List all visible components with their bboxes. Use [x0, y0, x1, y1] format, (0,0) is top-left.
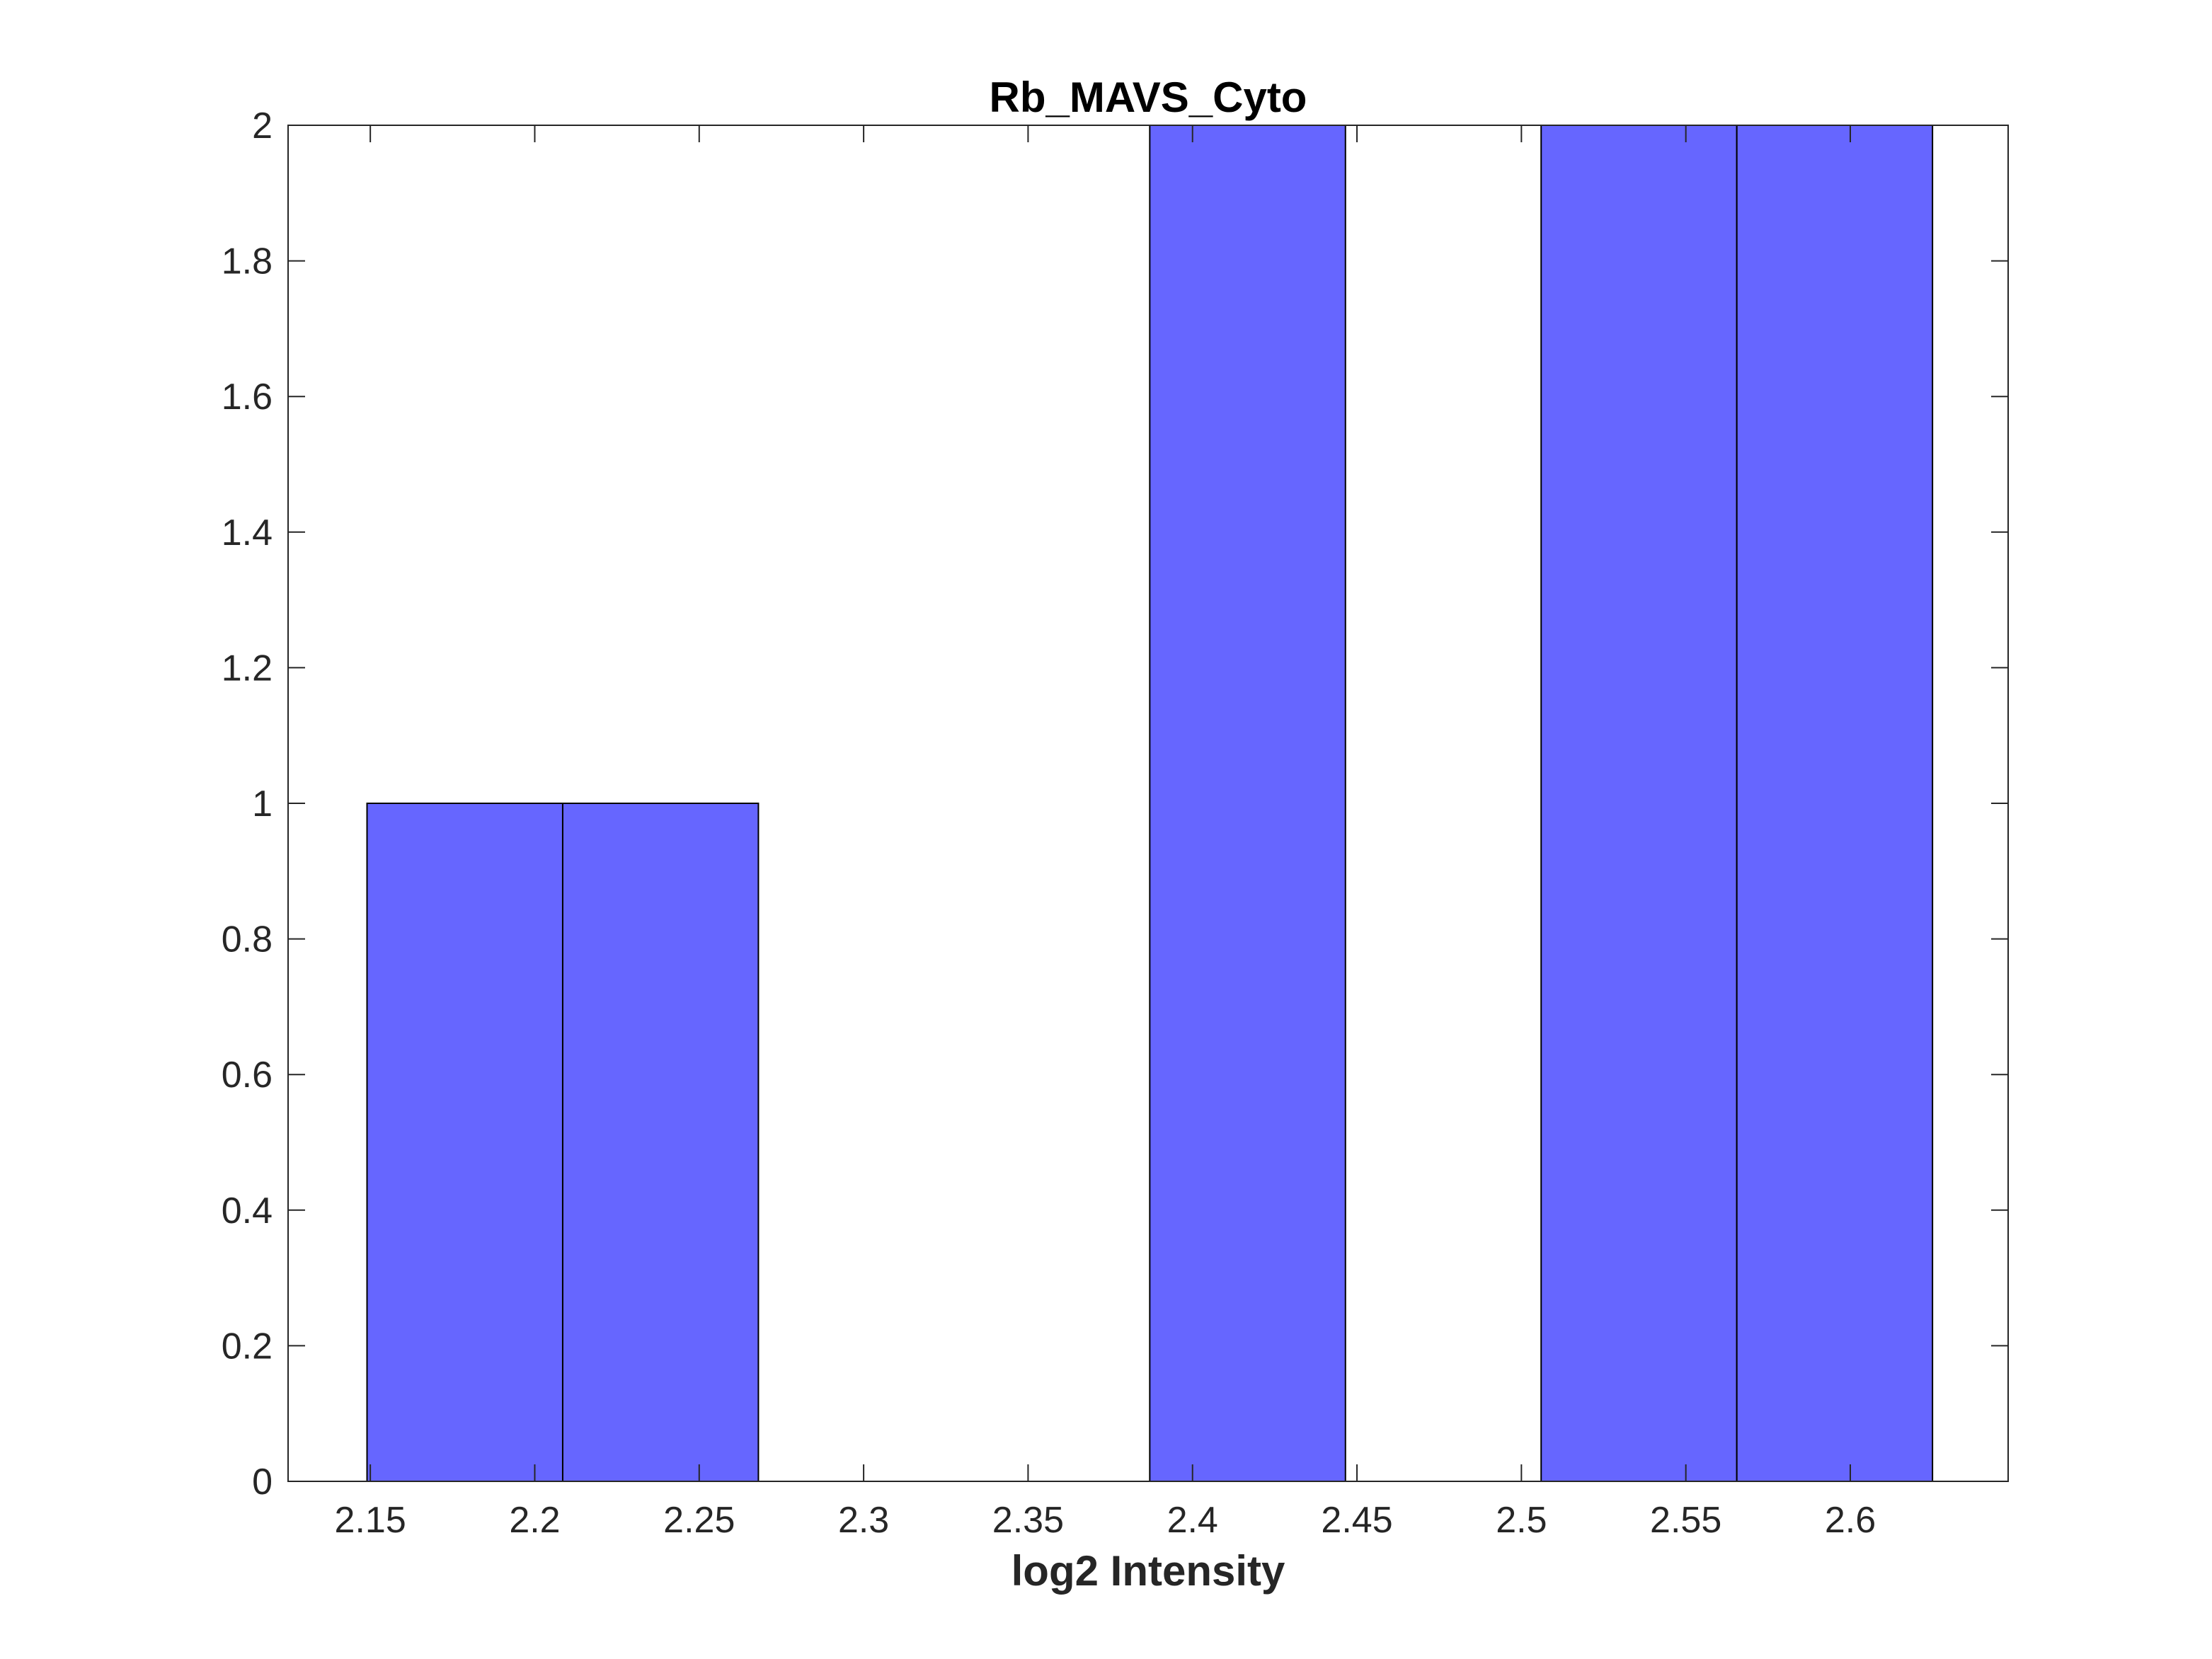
x-tick-label: 2.3 [838, 1500, 889, 1541]
y-tick-label: 1.4 [222, 512, 273, 553]
x-tick-label: 2.35 [992, 1500, 1064, 1541]
x-tick-label: 2.25 [663, 1500, 735, 1541]
histogram-bar [561, 803, 760, 1482]
plot-area: 2.15 2.2 2.25 2.3 2.35 2.4 2.45 2.5 2.55 2.6 0 0.2… [222, 105, 2009, 1541]
x-tick-label: 2.2 [509, 1500, 560, 1541]
y-tick-label: 1 [252, 783, 273, 825]
x-axis-ticks: 2.15 2.2 2.25 2.3 2.35 2.4 2.45 2.5 2.55 2.6 [335, 125, 1876, 1541]
y-tick-label: 0 [252, 1462, 273, 1503]
x-tick-label: 2.55 [1650, 1500, 1721, 1541]
y-tick-label: 1.8 [222, 241, 273, 282]
x-tick-label: 2.5 [1496, 1500, 1547, 1541]
histogram-bar [366, 803, 563, 1482]
y-tick-label: 2 [252, 105, 273, 147]
y-tick-label: 1.2 [222, 648, 273, 689]
x-tick-label: 2.4 [1167, 1500, 1218, 1541]
y-tick-label: 0.2 [222, 1326, 273, 1367]
x-tick-label: 2.45 [1321, 1500, 1392, 1541]
histogram-bar [1540, 125, 1738, 1482]
y-axis-ticks: 0 0.2 0.4 0.6 0.8 1 1.2 1.4 1.6 1.8 2 [222, 105, 2008, 1503]
histogram-bar [1736, 125, 1934, 1482]
histogram-bar [1149, 125, 1346, 1482]
x-tick-label: 2.15 [335, 1500, 406, 1541]
y-tick-label: 0.6 [222, 1055, 273, 1096]
y-tick-label: 0.8 [222, 919, 273, 960]
x-axis-title: log2 Intensity [1012, 1547, 1285, 1595]
x-tick-label: 2.6 [1825, 1500, 1876, 1541]
y-tick-label: 0.4 [222, 1190, 273, 1232]
y-tick-label: 1.6 [222, 377, 273, 418]
chart-title: Rb_MAVS_Cyto [990, 74, 1307, 121]
